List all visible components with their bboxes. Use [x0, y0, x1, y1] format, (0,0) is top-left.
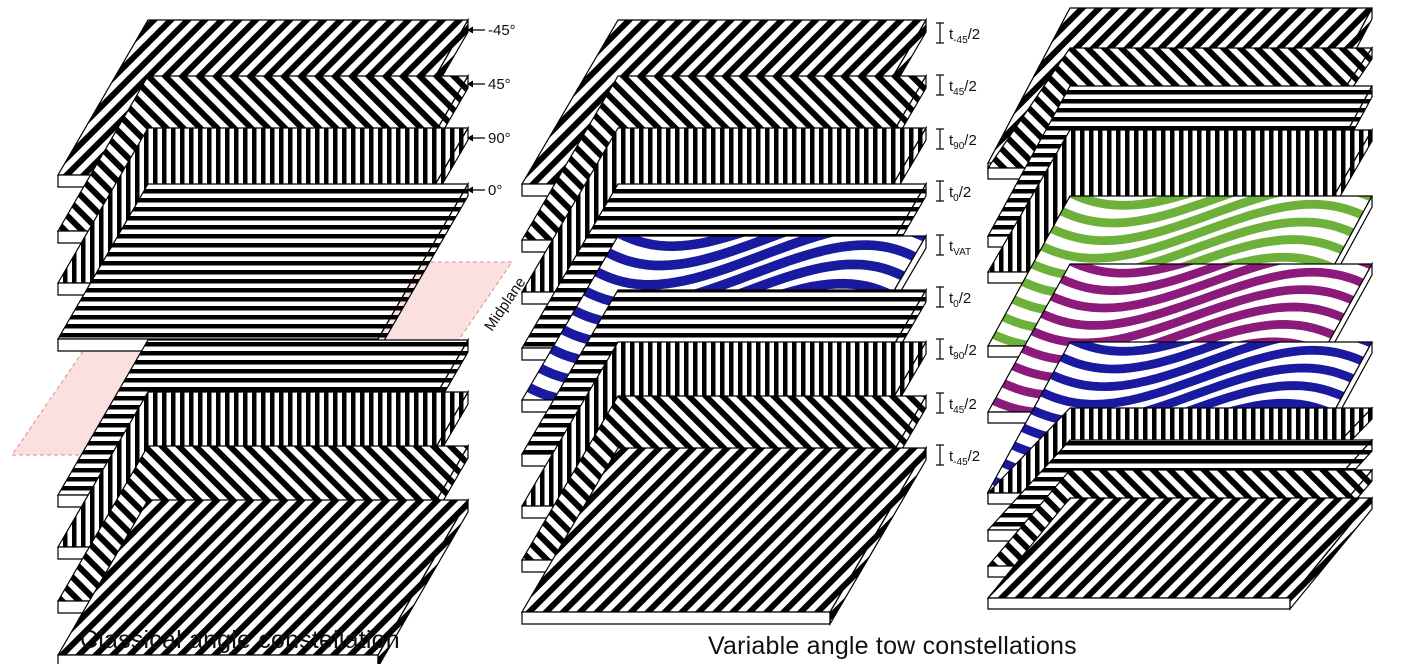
right-ply-6-fibre — [1069, 264, 1372, 278]
right-ply-6-fibre — [1040, 267, 1364, 330]
left-ply-8-side-edge — [377, 497, 469, 664]
thickness-text: t90/2 — [949, 342, 977, 362]
right-ply-11 — [986, 496, 1374, 611]
angle-label-3: 90° — [467, 130, 511, 147]
left-ply-stack — [56, 17, 470, 664]
right-ply-11-side-edge — [1289, 496, 1373, 611]
right-ply-5-fibre — [1059, 196, 1372, 228]
angle-label-2: 45° — [467, 76, 511, 93]
thickness-text: t-45/2 — [949, 448, 980, 468]
middle-ply-9-side-edge — [829, 445, 927, 627]
angle-arrowhead-icon — [467, 26, 473, 34]
middle-ply-9 — [520, 445, 928, 627]
angle-arrowhead-icon — [467, 80, 473, 88]
right-ply-7-fibre — [1040, 345, 1364, 409]
thickness-text: tVAT — [949, 238, 971, 258]
middle-ply-9-front-edge — [521, 611, 831, 625]
thickness-label-8: t45/2 — [936, 392, 977, 416]
thickness-label-3: t90/2 — [936, 128, 977, 152]
right-ply-7-fibre — [1069, 342, 1372, 356]
thickness-label-5: tVAT — [936, 234, 971, 258]
caption-vat: Variable angle tow constellations — [708, 632, 1077, 660]
caption-classical: Classical angle constellation — [80, 626, 400, 654]
right-ply-stack — [986, 7, 1374, 611]
angle-text: 90° — [488, 130, 511, 147]
thickness-label-2: t45/2 — [936, 74, 977, 98]
middle-ply-5-fibre — [617, 236, 926, 252]
right-ply-11-front-edge — [987, 597, 1291, 610]
thickness-text: t45/2 — [949, 396, 977, 416]
right-ply-6-fibre — [1050, 264, 1372, 313]
right-ply-5-fibre — [1050, 196, 1372, 246]
angle-label-4: 0° — [467, 182, 502, 199]
middle-ply-5-fibre — [606, 236, 926, 271]
ply-labels: -45° 45° 90° 0° t-45/2 t45/2 t90/2 t0/2 tVAT t0/2… — [467, 22, 980, 468]
thickness-text: t90/2 — [949, 132, 977, 152]
right-ply-7-fibre — [1050, 342, 1372, 392]
right-ply-7-fibre — [1059, 342, 1372, 374]
thickness-label-1: t-45/2 — [936, 22, 980, 46]
thickness-text: t0/2 — [949, 290, 971, 310]
thickness-text: t-45/2 — [949, 26, 980, 46]
angle-text: 0° — [488, 182, 502, 199]
middle-ply-5-fibre — [594, 236, 926, 290]
middle-ply-stack — [520, 17, 928, 627]
angle-label-1: -45° — [467, 22, 516, 39]
thickness-label-7: t90/2 — [936, 338, 977, 362]
angle-text: -45° — [488, 22, 516, 39]
angle-text: 45° — [488, 76, 511, 93]
thickness-text: t45/2 — [949, 78, 977, 98]
left-ply-8 — [56, 497, 470, 664]
thickness-text: t0/2 — [949, 184, 971, 204]
right-ply-6-fibre — [1059, 264, 1372, 295]
angle-arrowhead-icon — [467, 134, 473, 142]
thickness-label-9: t-45/2 — [936, 444, 980, 468]
right-ply-5-fibre — [1069, 196, 1372, 210]
right-ply-5-fibre — [1040, 199, 1364, 263]
thickness-label-6: t0/2 — [936, 286, 971, 310]
angle-arrowhead-icon — [467, 186, 473, 194]
left-ply-8-front-edge — [57, 654, 379, 664]
thickness-label-4: t0/2 — [936, 180, 971, 204]
